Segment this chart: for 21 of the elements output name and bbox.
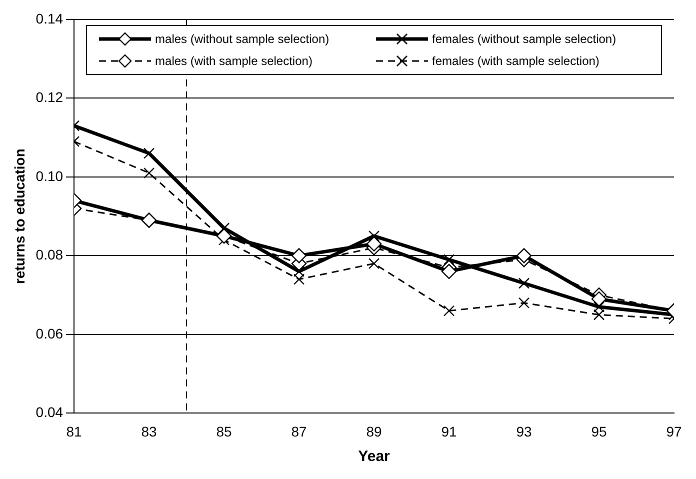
y-tick-label: 0.08 <box>36 246 64 263</box>
y-tick-label: 0.04 <box>36 404 64 420</box>
x-tick-label: 83 <box>141 423 158 440</box>
x-tick-label: 91 <box>441 423 458 440</box>
y-tick-label: 0.06 <box>36 325 64 342</box>
y-tick-label: 0.10 <box>36 168 64 184</box>
y-tick-label: 0.14 <box>36 10 64 26</box>
x-tick-label: 87 <box>291 423 308 440</box>
legend-label: females (with sample selection) <box>432 54 600 68</box>
legend-label: males (with sample selection) <box>155 54 312 68</box>
x-tick-label: 89 <box>366 423 382 440</box>
x-tick-label: 95 <box>591 423 608 440</box>
x-axis-title: Year <box>358 448 390 466</box>
y-axis-title: returns to education <box>11 148 28 284</box>
x-tick-label: 85 <box>216 423 232 440</box>
x-tick-label: 93 <box>516 423 532 440</box>
x-tick-label: 97 <box>666 423 682 440</box>
y-tick-label: 0.12 <box>36 89 64 106</box>
legend-label: males (without sample selection) <box>155 32 330 46</box>
x-tick-label: 81 <box>66 423 82 440</box>
legend-label: females (without sample selection) <box>432 32 616 46</box>
